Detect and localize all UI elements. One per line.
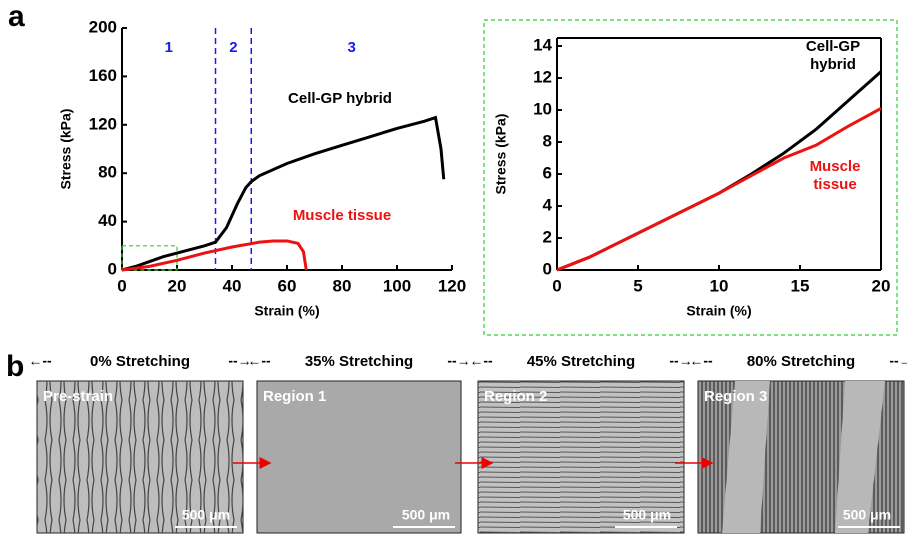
arrow-left: ←--	[469, 353, 493, 369]
series-label: Muscle tissue	[795, 158, 875, 194]
y-tick-label: 6	[543, 163, 552, 182]
image-label: Pre-strain	[43, 388, 113, 405]
stage-label: 45% Stretching	[527, 353, 635, 370]
y-tick-label: 160	[89, 66, 117, 85]
y-tick-label: 40	[98, 211, 117, 230]
series-label: Muscle tissue	[272, 207, 412, 225]
scale-bar-label: 500 μm	[843, 507, 891, 523]
x-tick-label: 20	[168, 276, 187, 295]
region-label: 3	[347, 39, 355, 56]
x-tick-label: 120	[438, 276, 466, 295]
y-axis-label: Stress (kPa)	[493, 114, 509, 195]
series-label: Cell-GP hybrid	[270, 90, 410, 108]
figure-canvas: a b 02040608010012004080120160200Strain …	[0, 0, 907, 535]
image-label: Region 2	[484, 388, 547, 405]
arrow-left: ←--	[28, 353, 52, 369]
x-tick-label: 80	[333, 276, 352, 295]
y-tick-label: 80	[98, 163, 117, 182]
stage-label: 80% Stretching	[747, 353, 855, 370]
x-tick-label: 60	[278, 276, 297, 295]
y-tick-label: 0	[543, 259, 552, 278]
x-tick-label: 40	[223, 276, 242, 295]
scale-bar-label: 500 μm	[402, 507, 450, 523]
y-tick-label: 120	[89, 114, 117, 133]
series-label: Cell-GP hybrid	[793, 38, 873, 74]
arrow-right: --→	[447, 353, 470, 369]
y-tick-label: 14	[533, 35, 552, 54]
figure: a b 02040608010012004080120160200Strain …	[0, 0, 907, 535]
arrow-right: --→	[889, 353, 907, 369]
x-axis-label: Strain (%)	[686, 303, 751, 319]
x-tick-label: 100	[383, 276, 411, 295]
y-axis-label: Stress (kPa)	[58, 109, 74, 190]
x-tick-label: 20	[872, 276, 891, 295]
data-line	[122, 241, 306, 270]
x-axis-label: Strain (%)	[254, 303, 319, 319]
y-tick-label: 200	[89, 17, 117, 36]
y-tick-label: 12	[533, 67, 552, 86]
data-line	[122, 118, 444, 270]
y-tick-label: 0	[108, 259, 117, 278]
arrow-left: ←--	[247, 353, 271, 369]
image-label: Region 1	[263, 388, 326, 405]
panel-label: b	[6, 350, 24, 383]
x-tick-label: 10	[710, 276, 729, 295]
scale-bar-label: 500 μm	[182, 507, 230, 523]
panel-label: a	[8, 0, 25, 33]
x-tick-label: 5	[633, 276, 642, 295]
stage-label: 0% Stretching	[90, 353, 190, 370]
x-tick-label: 15	[791, 276, 810, 295]
arrow-left: ←--	[689, 353, 713, 369]
region-label: 1	[165, 39, 173, 56]
y-tick-label: 4	[543, 195, 553, 214]
y-tick-label: 10	[533, 99, 552, 118]
scale-bar-label: 500 μm	[623, 507, 671, 523]
x-tick-label: 0	[117, 276, 126, 295]
image-label: Region 3	[704, 388, 767, 405]
region-label: 2	[229, 39, 237, 56]
y-tick-label: 2	[543, 227, 552, 246]
stage-label: 35% Stretching	[305, 353, 413, 370]
x-tick-label: 0	[552, 276, 561, 295]
y-tick-label: 8	[543, 131, 552, 150]
